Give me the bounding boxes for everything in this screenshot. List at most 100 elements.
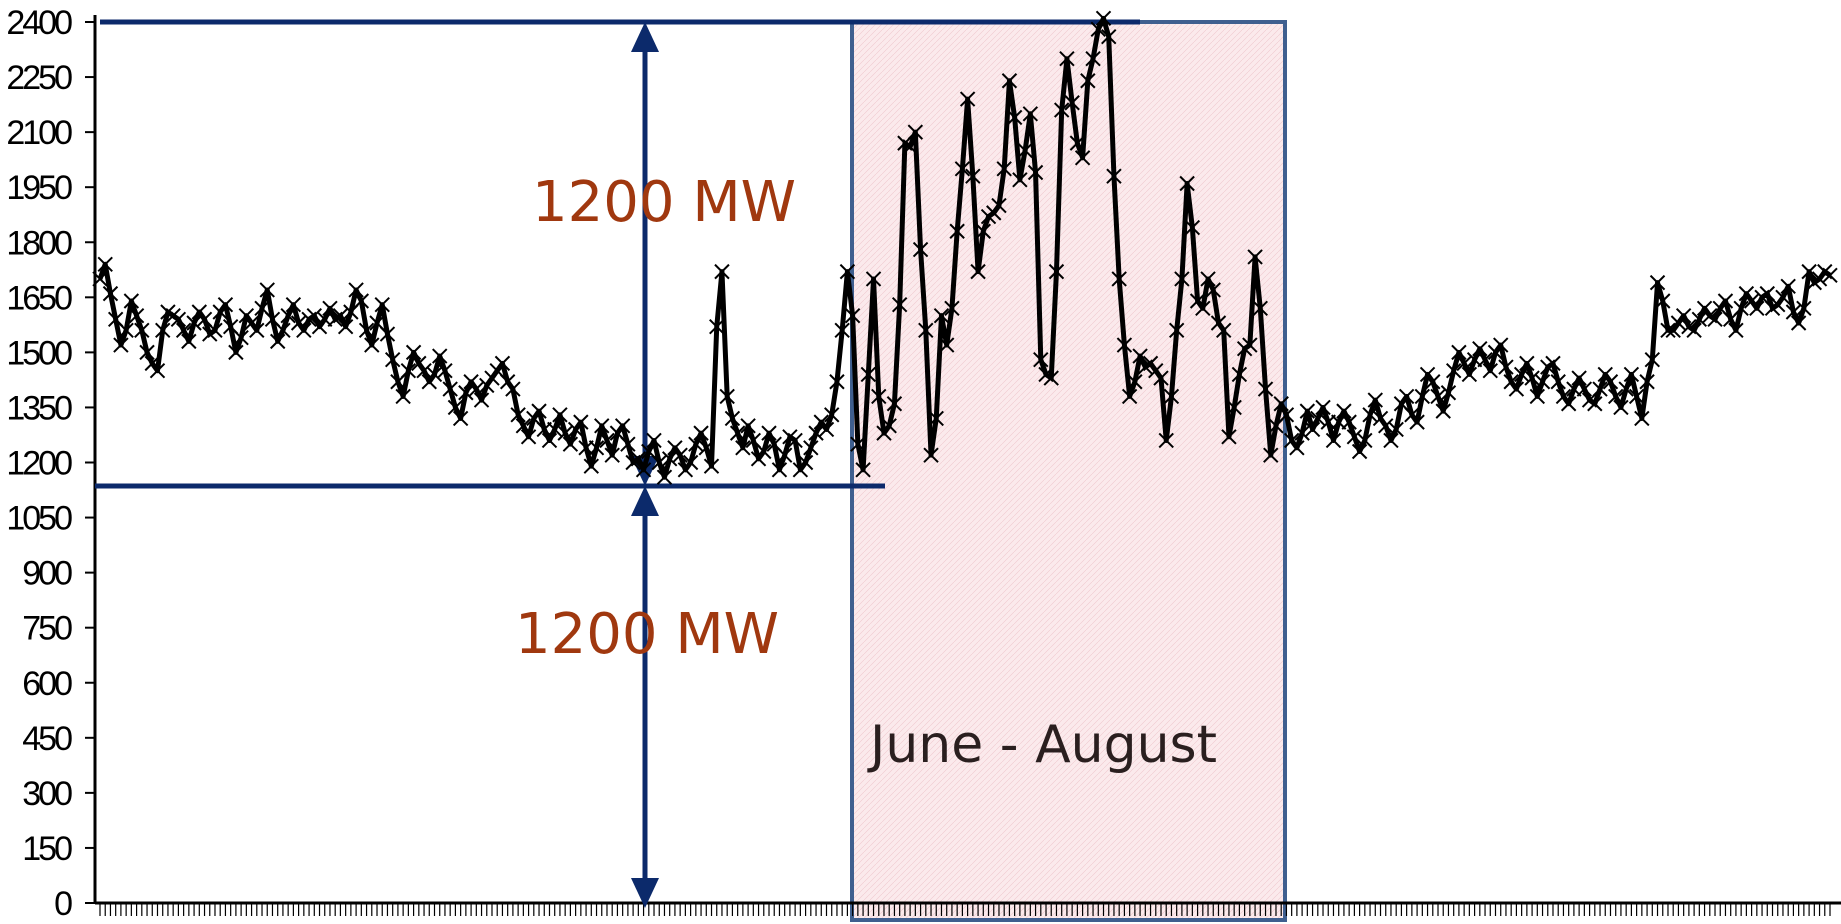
data-point-marker <box>1811 271 1828 287</box>
data-point-marker <box>374 296 390 313</box>
data-point-marker <box>322 300 338 317</box>
data-point-marker <box>567 421 584 438</box>
data-point-marker <box>1216 322 1232 339</box>
data-point-marker <box>834 322 850 339</box>
data-point-marker <box>1555 388 1572 405</box>
data-point-marker <box>1346 429 1363 445</box>
y-tick-label: 2100 <box>6 114 72 152</box>
data-point-marker <box>1184 219 1201 236</box>
data-point-marker <box>92 271 108 287</box>
data-point-marker <box>238 307 255 324</box>
data-point-marker <box>1613 399 1629 416</box>
data-point-marker <box>144 355 160 372</box>
data-point-marker <box>1707 311 1723 328</box>
data-point-marker <box>661 451 678 467</box>
data-point-marker <box>1017 142 1033 159</box>
data-point-marker <box>1717 293 1734 309</box>
data-point-marker <box>1388 421 1404 438</box>
data-point-marker <box>552 407 568 423</box>
data-point-marker <box>1048 263 1065 280</box>
data-point-marker <box>1351 443 1368 460</box>
data-point-marker <box>1059 51 1075 67</box>
data-point-marker <box>1545 355 1561 372</box>
data-point-marker <box>113 337 129 353</box>
data-point-marker <box>1404 407 1420 423</box>
data-point-marker <box>1101 28 1117 45</box>
data-point-marker <box>1001 73 1018 89</box>
data-point-marker <box>703 458 720 474</box>
data-point-marker <box>1257 381 1274 397</box>
data-point-marker <box>395 388 411 405</box>
data-point-marker <box>1587 396 1603 412</box>
data-point-marker <box>1597 366 1613 383</box>
data-point-marker <box>364 337 380 353</box>
data-point-marker <box>1785 304 1802 320</box>
data-point-marker <box>175 322 192 339</box>
data-point-marker <box>797 454 814 471</box>
summer-highlight-region <box>850 20 1287 922</box>
data-point-marker <box>186 315 202 331</box>
data-point-marker <box>285 296 302 313</box>
data-point-marker <box>400 363 417 379</box>
data-point-marker <box>1602 374 1619 390</box>
data-point-marker <box>923 447 939 463</box>
data-point-marker <box>719 388 735 405</box>
data-point-marker <box>337 318 354 335</box>
data-point-marker <box>1341 414 1357 430</box>
data-point-marker <box>808 425 824 441</box>
data-point-marker <box>207 322 223 339</box>
data-point-marker <box>1618 381 1634 397</box>
data-point-marker <box>1336 403 1352 419</box>
data-point-marker <box>505 381 521 397</box>
data-point-marker <box>949 223 965 239</box>
data-point-marker <box>1106 168 1122 184</box>
data-point-marker <box>1085 51 1101 67</box>
data-point-marker <box>1132 348 1148 364</box>
data-point-marker <box>818 421 835 438</box>
y-tick-label: 450 <box>22 720 72 758</box>
data-point-marker <box>1743 293 1760 309</box>
data-point-marker <box>1498 359 1514 375</box>
data-point-marker <box>452 410 469 427</box>
data-point-marker <box>1790 315 1807 331</box>
data-point-marker <box>740 418 756 434</box>
data-point-marker <box>1461 366 1478 383</box>
data-point-marker <box>839 263 856 280</box>
data-point-marker <box>594 418 610 434</box>
data-point-marker <box>1655 293 1671 309</box>
data-point-marker <box>803 440 819 456</box>
data-point-marker <box>1524 370 1540 386</box>
data-point-marker <box>1226 399 1242 416</box>
data-point-marker <box>1294 425 1310 441</box>
data-point-marker <box>729 425 746 441</box>
data-point-marker <box>583 458 600 474</box>
data-point-marker <box>348 282 364 298</box>
data-point-marker <box>933 307 950 324</box>
data-point-marker <box>860 366 877 383</box>
data-point-marker <box>1592 381 1608 397</box>
data-point-marker <box>646 432 662 449</box>
data-point-marker <box>651 454 667 471</box>
data-point-marker <box>1419 366 1436 383</box>
data-point-marker <box>865 271 882 287</box>
data-point-marker <box>635 462 652 478</box>
y-tick-label: 750 <box>22 610 72 648</box>
data-point-marker <box>1299 403 1316 419</box>
data-point-marker <box>1644 352 1661 368</box>
data-point-marker <box>1247 249 1263 265</box>
data-point-marker <box>1639 374 1655 390</box>
data-point-marker <box>411 355 427 372</box>
data-point-marker <box>1263 447 1279 463</box>
data-point-marker <box>902 139 918 155</box>
data-point-marker <box>181 333 197 350</box>
y-tick-label: 2400 <box>6 4 72 42</box>
data-point-marker <box>630 451 647 467</box>
data-point-marker <box>588 440 605 456</box>
data-point-marker <box>620 436 636 452</box>
data-point-marker <box>1121 388 1138 405</box>
data-point-marker <box>1252 300 1269 317</box>
data-point-marker <box>275 322 291 339</box>
data-point-marker <box>1477 352 1493 368</box>
data-point-marker <box>1362 407 1378 423</box>
data-point-marker <box>432 348 448 364</box>
